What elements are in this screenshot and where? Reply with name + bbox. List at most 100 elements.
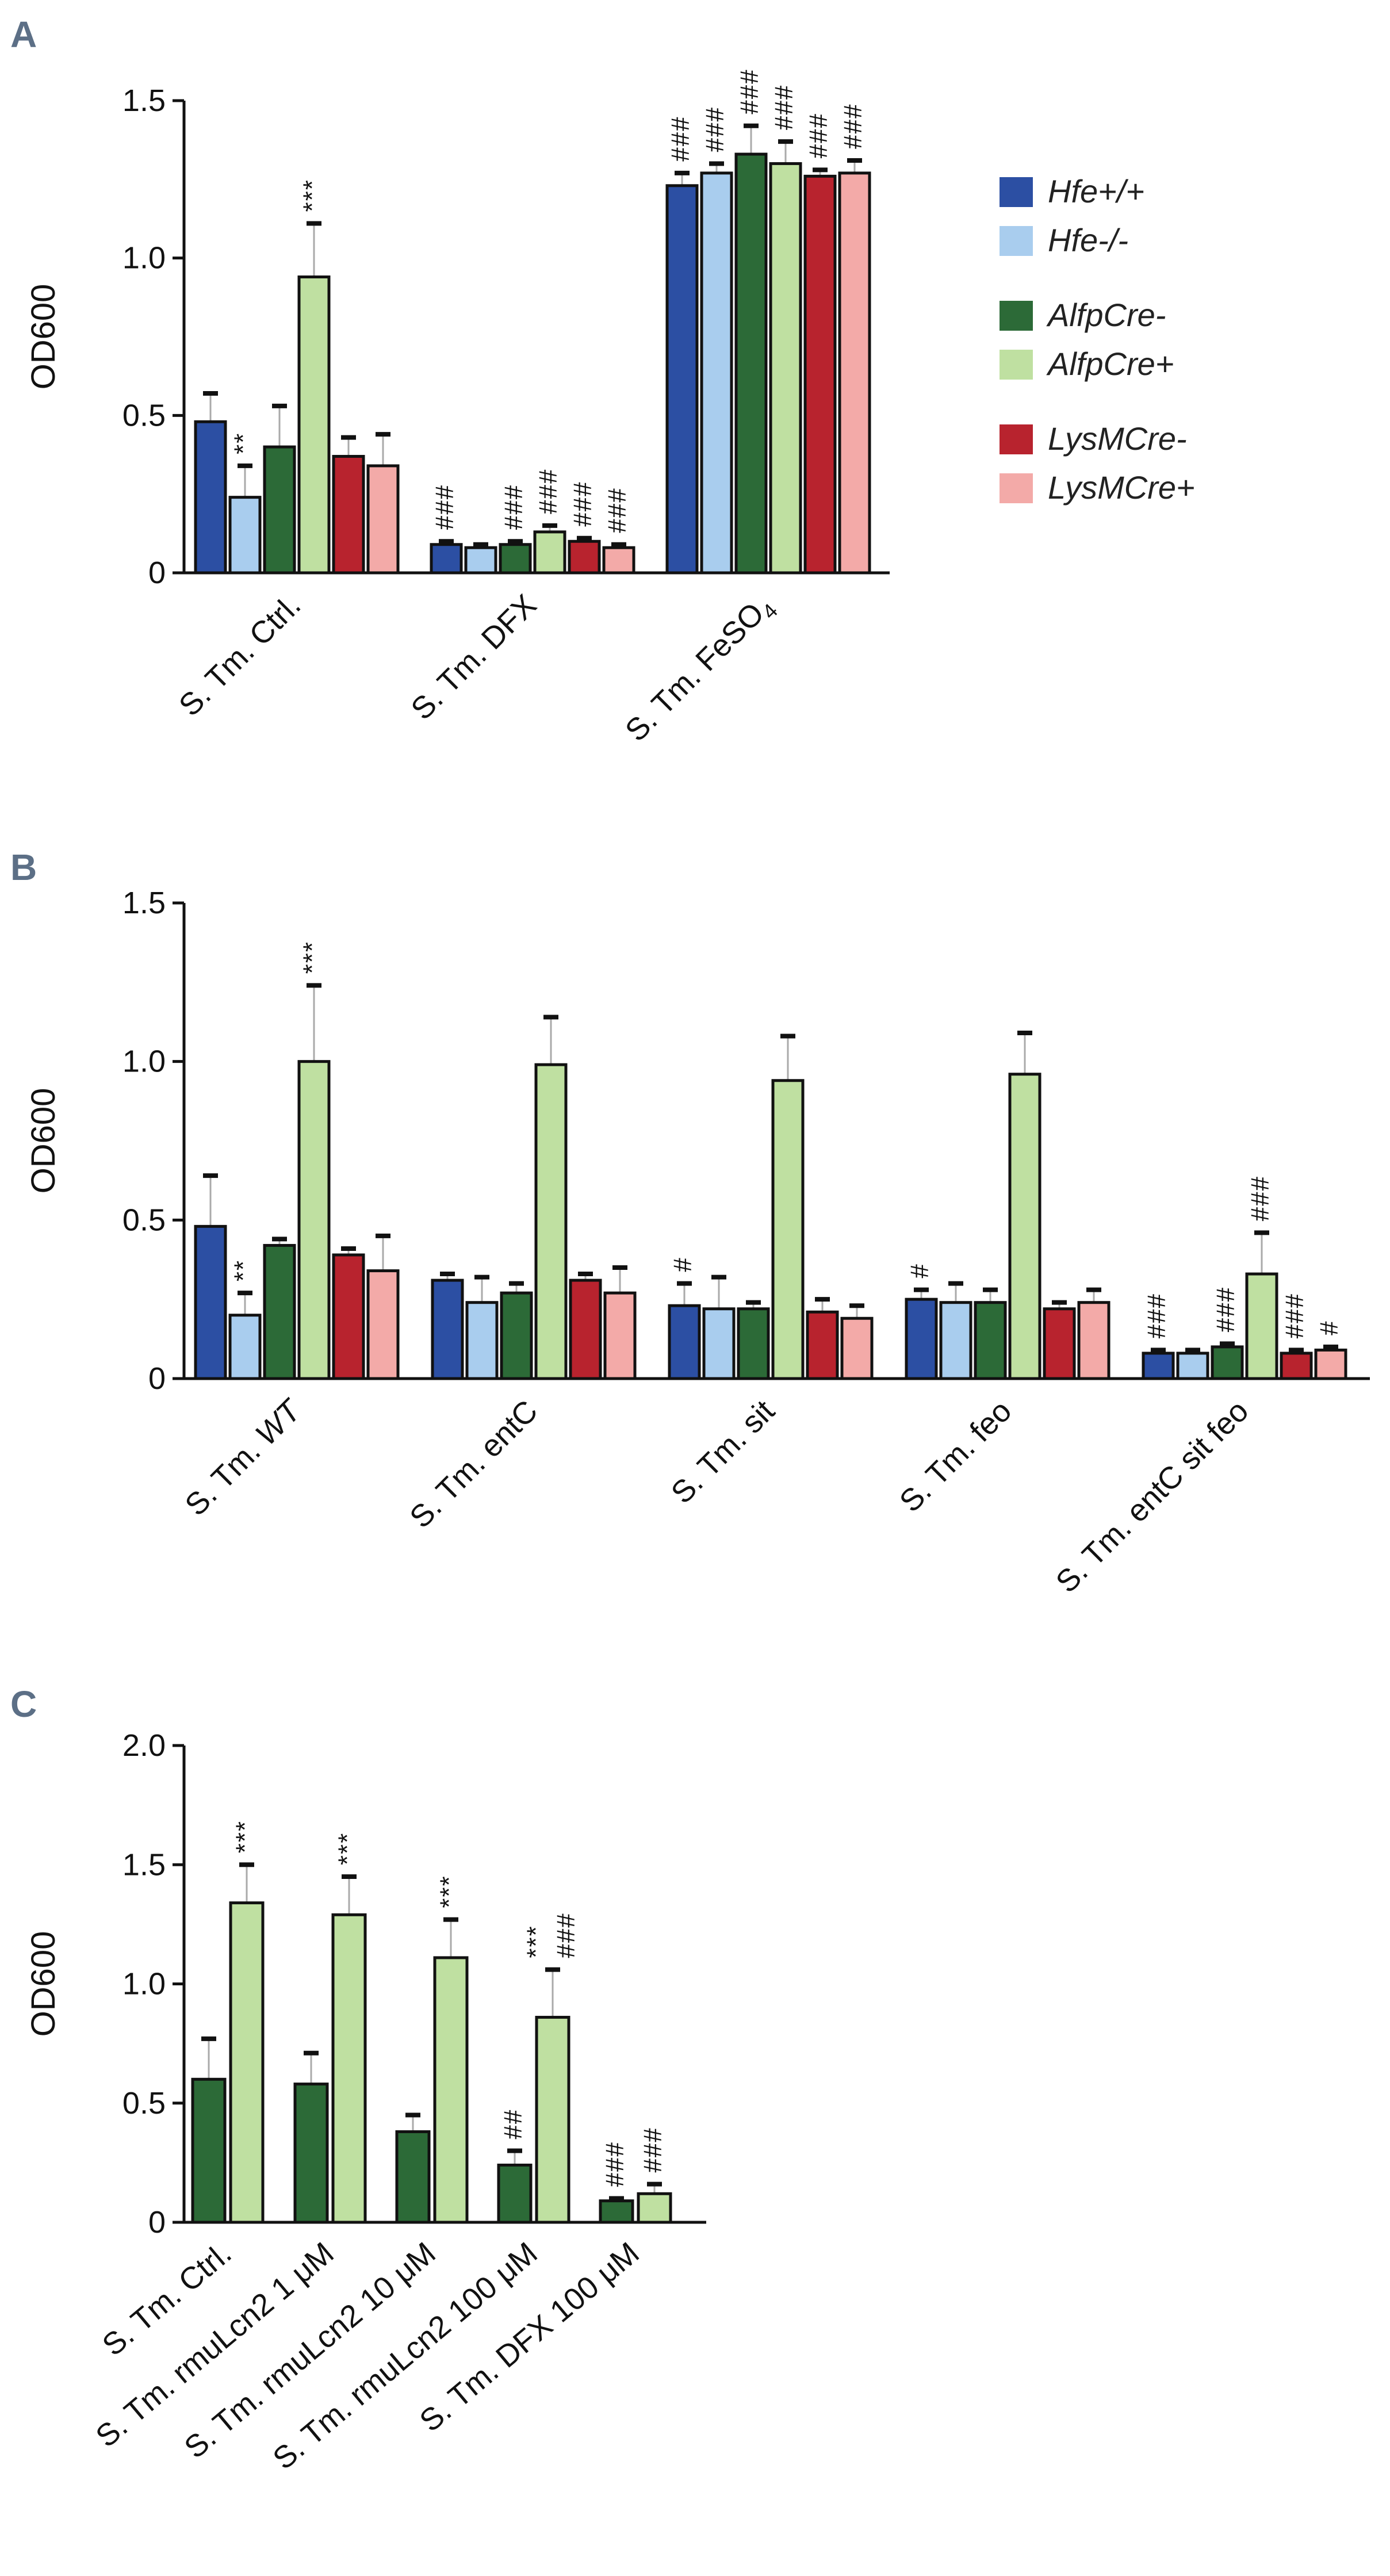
panel-a-bar-lysmcre-0 <box>332 454 365 575</box>
panel-a-annotation-hfe-2-0: ### <box>667 116 695 161</box>
panel-a-annotation-alfpcre-1-0: ### <box>534 468 562 514</box>
legend-swatch-alfpcre <box>1000 350 1033 380</box>
panel-a-bar-hfe-0 <box>194 420 227 575</box>
panel-b-ytick-label-1-0: 1.0 <box>122 1044 166 1079</box>
panel-c-annotation-alfpcre-3-0: ## <box>499 2109 527 2139</box>
panel-a-bar-lysmcre-1 <box>602 546 635 575</box>
panel-b-annotation-alfpcre-4-0: ### <box>1212 1287 1240 1332</box>
panel-a-category-label-2: S. Tm. FeSO4 <box>619 588 782 751</box>
panel-a-bar-lysmcre-0 <box>366 464 400 575</box>
panel-b-bar-hfe-2 <box>668 1304 701 1380</box>
panel-c-bar-alfpcre-4 <box>599 2199 634 2224</box>
panel-c-ytick-label-0-5: 0.5 <box>122 2086 166 2120</box>
legend-swatch-lysmcre <box>1000 424 1033 454</box>
panel-a-bar-alfpcre-1 <box>533 530 566 575</box>
panel-letter-b: B <box>10 847 37 888</box>
panel-b-bar-alfpcre-3 <box>974 1301 1007 1380</box>
panel-a-annotation-hfe-1-0: ### <box>431 484 459 530</box>
panel-b-bar-hfe-3 <box>905 1297 938 1380</box>
panel-c-ytick-label-1-5: 1.5 <box>122 1847 166 1882</box>
panel-b-annotation-hfe-3-0: # <box>906 1263 934 1278</box>
panel-a-bar-hfe-1 <box>464 546 497 575</box>
panel-b-category-label-4: S. Tm. entC sit feo <box>1050 1394 1255 1599</box>
panel-b-category-label-3: S. Tm. feo <box>893 1394 1018 1519</box>
panel-b-category-label-1: S. Tm. entC <box>403 1394 544 1534</box>
panel-c-bar-alfpcre-0 <box>229 1901 265 2224</box>
panel-a-bar-alfpcre-0 <box>297 275 331 575</box>
panel-b-bar-alfpcre-2 <box>771 1079 805 1380</box>
panel-b-bar-lysmcre-4 <box>1280 1352 1313 1380</box>
panel-b-bar-alfpcre-1 <box>534 1063 568 1380</box>
legend-label-lysmcre: LysMCre+ <box>1048 469 1195 506</box>
panel-a-annotation-alfpcre-2-0: ### <box>770 85 798 130</box>
panel-b-y-title: OD600 <box>25 1088 62 1194</box>
legend-label-alfpcre: AlfpCre- <box>1046 297 1166 333</box>
panel-c-annotation-alfpcre-3-1: ### <box>552 1912 580 1958</box>
panel-b-ytick-label-1-5: 1.5 <box>122 886 166 920</box>
panel-a-category-label-1-part-0: S. Tm. DFX <box>404 588 543 726</box>
legend-label-hfe: Hfe-/- <box>1048 222 1128 258</box>
panel-b-annotation-lysmcre-4-0: # <box>1315 1320 1343 1335</box>
panel-a-bar-lysmcre-2 <box>838 171 871 575</box>
panel-letter-a: A <box>10 14 37 55</box>
panel-b-bar-lysmcre-1 <box>603 1291 637 1380</box>
panel-b-bar-lysmcre-1 <box>569 1279 602 1380</box>
panel-a-bar-hfe-2 <box>665 184 699 575</box>
panel-b-bar-hfe-2 <box>702 1307 736 1380</box>
panel-a-ytick-label-1-0: 1.0 <box>122 241 166 275</box>
panel-c-ytick-label-2-0: 2.0 <box>122 1728 166 1763</box>
panel-a-category-label-1: S. Tm. DFX <box>404 588 543 726</box>
legend-label-alfpcre: AlfpCre+ <box>1046 346 1174 382</box>
panel-b-bar-lysmcre-0 <box>366 1269 400 1380</box>
panel-a-ytick-label-1-5: 1.5 <box>122 83 166 118</box>
panel-c-bar-alfpcre-0 <box>191 2077 227 2224</box>
panel-b-annotation-alfpcre-4-0: ### <box>1246 1176 1274 1221</box>
panel-letter-c: C <box>10 1683 37 1725</box>
panel-b-bar-alfpcre-0 <box>297 1060 331 1380</box>
panel-b-bar-alfpcre-1 <box>500 1291 533 1380</box>
panel-b-annotation-lysmcre-4-0: ### <box>1281 1293 1309 1338</box>
legend-swatch-lysmcre <box>1000 473 1033 503</box>
panel-c-bar-alfpcre-2 <box>395 2130 431 2224</box>
legend-swatch-hfe <box>1000 226 1033 256</box>
panel-b-bar-lysmcre-4 <box>1314 1348 1347 1380</box>
panel-a-bar-alfpcre-1 <box>499 543 532 575</box>
panel-b-bar-alfpcre-0 <box>263 1243 296 1380</box>
panel-a-category-label-0: S. Tm. Ctrl. <box>173 588 308 723</box>
panel-b-bar-hfe-4 <box>1142 1352 1175 1380</box>
legend-swatch-alfpcre <box>1000 301 1033 331</box>
panel-c-annotation-alfpcre-2-0: *** <box>435 1875 464 1908</box>
panel-a-category-label-0-part-0: S. Tm. Ctrl. <box>173 588 308 723</box>
panel-a-annotation-alfpcre-0-0: *** <box>298 179 327 212</box>
panel-c-bar-alfpcre-3 <box>535 2016 570 2224</box>
panel-c-bar-alfpcre-1 <box>331 1913 367 2224</box>
panel-b-annotation-hfe-4-0: ### <box>1143 1293 1171 1338</box>
panel-b-annotation-alfpcre-0-0: *** <box>298 941 327 974</box>
legend-label-hfe: Hfe+/+ <box>1048 173 1144 209</box>
panel-c-annotation-alfpcre-1-0: *** <box>334 1832 362 1865</box>
panel-a-annotation-alfpcre-2-0: ### <box>736 68 764 114</box>
panel-b-bar-lysmcre-2 <box>840 1316 874 1380</box>
panel-a-annotation-hfe-0-0: ** <box>229 432 258 454</box>
panel-a-bar-hfe-2 <box>700 171 733 575</box>
panel-b-bar-lysmcre-0 <box>332 1253 365 1380</box>
panel-b-bar-alfpcre-3 <box>1008 1073 1041 1380</box>
panel-b-bar-hfe-3 <box>939 1301 972 1380</box>
panel-a-bar-alfpcre-2 <box>734 152 768 575</box>
panel-a-ytick-label-0: 0 <box>148 556 166 590</box>
panel-a-annotation-lysmcre-2-0: ### <box>805 113 833 158</box>
legend-label-lysmcre: LysMCre- <box>1048 420 1187 457</box>
panel-b-category-label-2-part-0: S. Tm. sit <box>665 1394 782 1510</box>
panel-b-bar-alfpcre-4 <box>1211 1345 1244 1380</box>
panel-a-bar-lysmcre-2 <box>803 174 837 575</box>
panel-b-ytick-label-0-5: 0.5 <box>122 1203 166 1237</box>
panel-c-bar-alfpcre-3 <box>497 2164 533 2224</box>
panel-b-bar-hfe-1 <box>431 1279 464 1380</box>
panel-b-bar-lysmcre-3 <box>1077 1301 1111 1380</box>
panel-a-bar-hfe-1 <box>430 543 463 575</box>
panel-c-y-title: OD600 <box>25 1931 62 2037</box>
panel-c-bar-alfpcre-2 <box>433 1956 469 2224</box>
panel-c-bar-alfpcre-1 <box>293 2083 329 2224</box>
panel-c-annotation-alfpcre-4-0: ### <box>639 2127 667 2172</box>
